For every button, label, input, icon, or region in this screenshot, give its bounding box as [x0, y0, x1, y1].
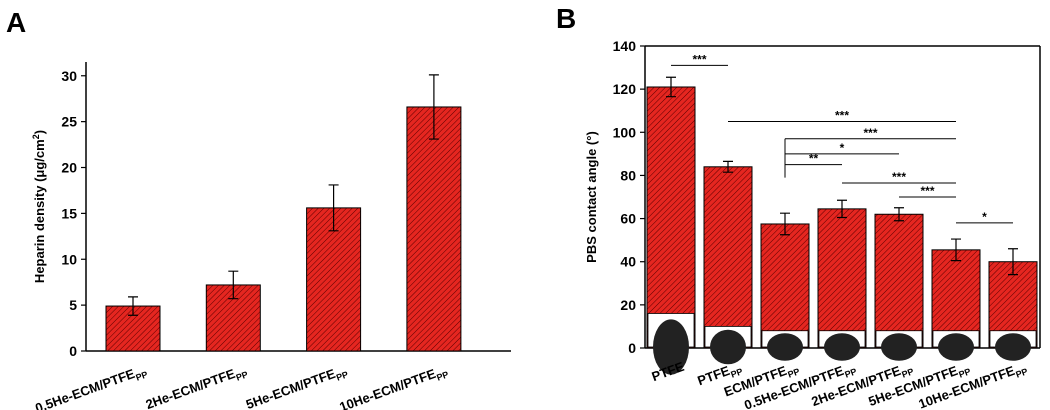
significance-label: * — [982, 210, 987, 224]
significance-label: *** — [835, 109, 849, 123]
x-tick-label: 2He-ECM/PTFEPP — [144, 362, 250, 410]
x-tick-label-sub: PP — [335, 369, 350, 383]
y-tick-label: 120 — [613, 81, 637, 97]
x-tick-label-sub: PP — [843, 366, 858, 380]
droplet — [653, 319, 689, 375]
panel-label: B — [556, 3, 576, 34]
x-tick-label: 10He-ECM/PTFEPP — [337, 362, 449, 410]
x-tick-label-sub: PP — [435, 369, 450, 383]
droplet — [710, 329, 746, 365]
error-bar — [228, 270, 239, 300]
x-tick-label-text: 5He-ECM/PTFE — [244, 366, 338, 410]
y-tick-label: 140 — [613, 38, 637, 54]
x-tick-label-text: 0.5He-ECM/PTFE — [33, 366, 137, 410]
y-tick-label: 30 — [61, 68, 77, 84]
y-axis-label-text: Heparin density (μg/cm — [32, 139, 47, 283]
error-bar — [837, 199, 847, 219]
error-bar — [328, 184, 339, 232]
error-bar — [428, 74, 439, 140]
x-tick-label-sub: PP — [786, 366, 801, 380]
droplet — [767, 333, 803, 361]
droplet — [824, 333, 860, 361]
bar — [703, 166, 753, 349]
x-tick-label-sub: PP — [957, 366, 972, 380]
bar — [646, 86, 696, 349]
error-bar — [951, 238, 961, 262]
x-tick-label-sub: PP — [1014, 366, 1029, 380]
y-tick-label: 5 — [69, 297, 77, 313]
panel-label: A — [6, 7, 26, 38]
y-tick-label: 20 — [61, 160, 77, 176]
x-tick-label-text: 10He-ECM/PTFE — [337, 366, 437, 410]
x-tick-label-text: 2He-ECM/PTFE — [144, 366, 238, 410]
y-tick-label: 80 — [620, 167, 636, 183]
bar — [306, 207, 362, 352]
bar — [817, 208, 867, 349]
significance-label: *** — [692, 52, 706, 66]
x-tick-label-sub: PP — [900, 366, 915, 380]
bar — [874, 213, 924, 349]
bar — [760, 223, 810, 349]
significance-label: * — [840, 141, 845, 155]
y-tick-label: 15 — [61, 205, 77, 221]
x-tick-label-sub: PP — [134, 369, 149, 383]
x-tick-label-sub: PP — [235, 369, 250, 383]
droplet — [881, 333, 917, 361]
significance-label: *** — [920, 184, 934, 198]
significance-label: *** — [892, 170, 906, 184]
y-tick-label: 100 — [613, 124, 637, 140]
y-tick-label: 0 — [628, 340, 636, 356]
x-tick-label: 0.5He-ECM/PTFEPP — [33, 362, 149, 410]
x-tick-label: PTFE — [650, 359, 687, 385]
droplet — [995, 333, 1031, 361]
x-tick-label-text: PTFE — [650, 359, 687, 385]
droplet — [938, 333, 974, 361]
significance-label: ** — [809, 152, 819, 166]
error-bar — [1008, 248, 1018, 276]
y-tick-label: 10 — [61, 251, 77, 267]
error-bar — [723, 160, 733, 173]
error-bar — [666, 76, 676, 98]
bar — [406, 106, 462, 352]
y-tick-label: 20 — [620, 297, 636, 313]
y-axis-label: PBS contact angle (°) — [584, 131, 599, 263]
y-axis-label-end: ) — [32, 130, 47, 134]
error-bar — [894, 207, 904, 222]
y-tick-label: 25 — [61, 114, 77, 130]
error-bar — [128, 296, 138, 316]
y-tick-label: 0 — [69, 343, 77, 359]
y-axis-label-sup: 2 — [31, 134, 41, 139]
x-tick-label-sub: PP — [729, 366, 744, 380]
y-axis-label-text: PBS contact angle (°) — [584, 131, 599, 263]
y-axis-label: Heparin density (μg/cm2) — [31, 130, 47, 283]
y-tick-label: 60 — [620, 211, 636, 227]
error-bar — [780, 212, 790, 236]
significance-label: *** — [863, 126, 877, 140]
y-tick-label: 40 — [620, 254, 636, 270]
bar — [105, 305, 161, 352]
x-tick-label: 5He-ECM/PTFEPP — [244, 362, 350, 410]
